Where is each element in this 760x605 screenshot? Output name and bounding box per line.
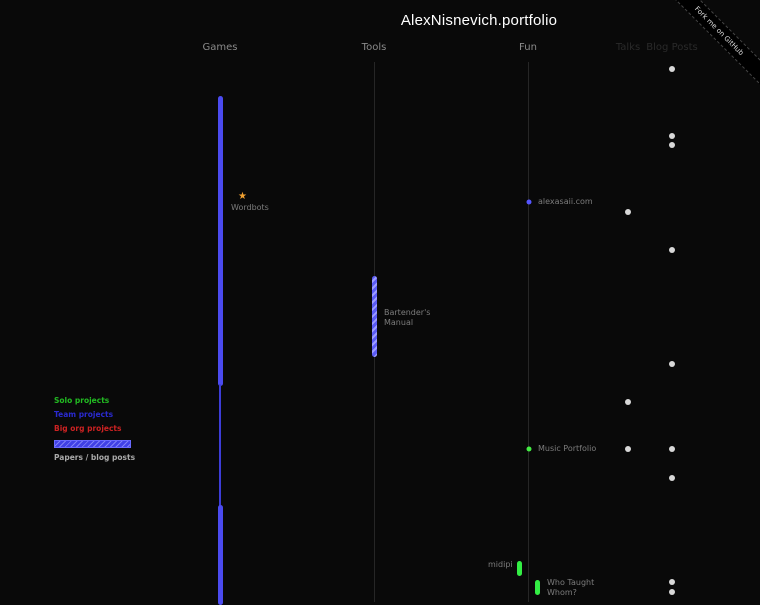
music-portfolio-dot[interactable] bbox=[526, 446, 532, 452]
midipi-bar[interactable] bbox=[517, 561, 522, 576]
project-label-midipi[interactable]: midipi bbox=[488, 560, 513, 569]
blog-post-dot[interactable] bbox=[669, 66, 675, 72]
blog-post-dot[interactable] bbox=[669, 579, 675, 585]
column-games: Games bbox=[202, 42, 238, 53]
blog-post-dot[interactable] bbox=[669, 247, 675, 253]
column-blog-posts: Blog Posts bbox=[646, 42, 698, 53]
alexasaii-dot[interactable] bbox=[526, 199, 532, 205]
project-label-alexasaii[interactable]: alexasaii.com bbox=[538, 197, 593, 206]
blog-post-dot[interactable] bbox=[669, 589, 675, 595]
column-tools: Tools bbox=[361, 42, 387, 53]
blog-post-dot[interactable] bbox=[669, 475, 675, 481]
blog-post-dot[interactable] bbox=[669, 361, 675, 367]
blog-post-dot[interactable] bbox=[669, 133, 675, 139]
legend-ongoing-swatch bbox=[54, 440, 131, 448]
who-taught-whom-bar[interactable] bbox=[535, 580, 540, 595]
blog-post-dot[interactable] bbox=[669, 142, 675, 148]
legend-big-org: Big org projects bbox=[54, 424, 122, 433]
bartenders-manual-bar[interactable] bbox=[372, 276, 377, 357]
talk-dot[interactable] bbox=[625, 399, 631, 405]
project-label-wordbots[interactable]: Wordbots bbox=[231, 203, 269, 212]
project-label-bartenders-manual[interactable]: Bartender's Manual bbox=[384, 308, 431, 327]
games-connector-bar bbox=[219, 384, 221, 509]
games-project-bar[interactable] bbox=[218, 505, 223, 605]
legend-team: Team projects bbox=[54, 410, 114, 419]
project-label-who-taught-whom[interactable]: Who Taught Whom? bbox=[547, 578, 595, 597]
page-title: AlexNisnevich.portfolio bbox=[400, 12, 558, 29]
talk-dot[interactable] bbox=[625, 209, 631, 215]
column-fun: Fun bbox=[519, 42, 537, 53]
wordbots-bar[interactable] bbox=[218, 96, 223, 386]
star-icon: ★ bbox=[238, 191, 247, 202]
column-talks: Talks bbox=[615, 42, 641, 53]
legend-solo: Solo projects bbox=[54, 396, 110, 405]
talk-dot[interactable] bbox=[625, 446, 631, 452]
legend-papers: Papers / blog posts bbox=[54, 453, 136, 462]
fun-axis-line bbox=[528, 62, 529, 602]
blog-post-dot[interactable] bbox=[669, 446, 675, 452]
project-label-music-portfolio[interactable]: Music Portfolio bbox=[538, 444, 597, 453]
